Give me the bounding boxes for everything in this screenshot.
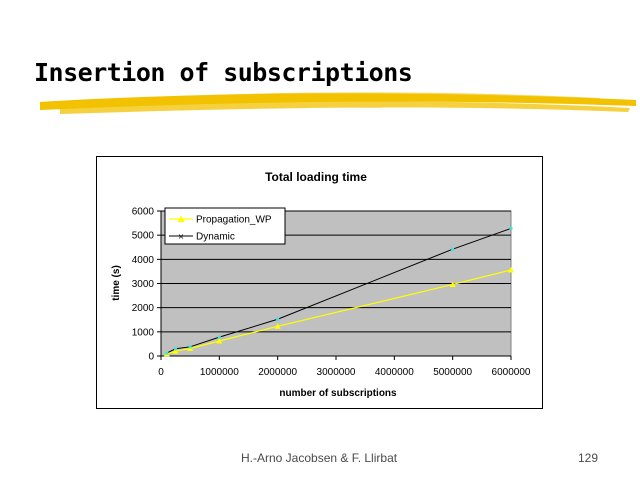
legend-entry-dynamic: × Dynamic [169,232,235,243]
y-tick-label: 2000 [132,303,155,314]
x-tick-label: 2000000 [258,367,297,378]
title-underline-brush [40,92,636,114]
footer-authors: H.-Arno Jacobsen & F. Llirbat [241,451,398,465]
data-point-dynamic [188,345,192,349]
data-point-dynamic [276,317,280,321]
y-tick-label: 5000 [132,231,155,242]
y-tick-label: 6000 [132,207,155,218]
chart-frame: 0 1000 2000 3000 4000 5000 6000 0 1000000 2000000… [96,156,543,409]
data-point-dynamic [509,226,513,230]
legend-marker-dynamic: × [178,232,185,241]
data-point-propagation [216,338,223,344]
line-chart: 0 1000 2000 3000 4000 5000 6000 0 1000000 2000000… [111,170,531,399]
tick-labels: 0 1000 2000 3000 4000 5000 6000 0 1000000 2000000… [132,207,531,379]
y-tick-label: 0 [148,352,154,363]
slide-title: Insertion of subscriptions [34,58,413,87]
data-point-dynamic [451,247,455,251]
chart-legend: Propagation_WP × Dynamic [164,207,286,245]
data-point-dynamic [174,347,178,351]
data-point-propagation [172,348,179,354]
chart-title: Total loading time [265,170,367,184]
data-point-propagation [508,266,514,273]
legend-marker-propagation [177,215,185,222]
page-number: 129 [578,451,599,465]
axes [157,210,512,360]
legend-label-dynamic: Dynamic [196,232,235,243]
x-axis-label: number of subscriptions [279,388,397,399]
legend-box [164,207,286,245]
y-tick-label: 4000 [132,255,155,266]
x-tick-label: 6000000 [492,367,531,378]
x-tick-label: 4000000 [375,367,414,378]
data-point-dynamic [165,351,169,355]
x-tick-label: 5000000 [433,367,472,378]
x-tick-label: 1000000 [200,367,239,378]
x-tick-label: 0 [158,367,164,378]
legend-entry-propagation: Propagation_WP [169,215,272,226]
legend-label-propagation: Propagation_WP [196,215,272,226]
y-tick-label: 1000 [132,327,155,338]
y-axis-label: time (s) [111,265,122,301]
x-tick-label: 3000000 [317,367,356,378]
data-point-dynamic [217,335,221,339]
y-tick-label: 3000 [132,279,155,290]
series-layer [163,226,514,357]
data-point-propagation [449,281,456,287]
data-point-propagation [274,323,281,329]
